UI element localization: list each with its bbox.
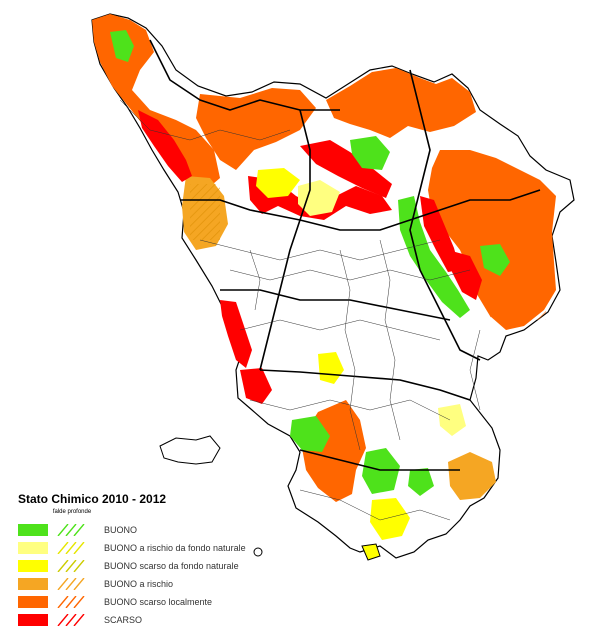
region-scarso-fondo-naturale-south [370,498,410,540]
region-buono-lunigiana [110,30,134,62]
legend-row-buono-a-rischio: BUONO a rischio [18,576,318,594]
region-buono-grosseto [290,416,330,452]
legend-hatch [57,578,85,590]
legend-swatch [18,596,48,608]
legend-row-scarso: SCARSO [18,612,318,630]
legend-label: BUONO a rischio [104,579,174,589]
region-buono-mugello [350,136,390,170]
legend-swatch [18,614,48,626]
legend-title: Stato Chimico 2010 - 2012 [18,492,167,506]
argentario [361,543,381,561]
giglio-island [253,547,263,557]
legend-label: BUONO scarso da fondo naturale [104,561,239,571]
legend-hatch [57,542,85,554]
region-scarso-prato [300,140,392,198]
municipal-boundaries [119,99,481,521]
legend-hatch [57,614,85,626]
region-buono-south [408,468,434,496]
legend-subheader: falde profonde [52,509,92,515]
region-scarso-piombino [240,368,272,404]
legend-row-buono-scarso-fondo: BUONO scarso da fondo naturale [18,558,318,576]
legend-label: BUONO scarso localmente [104,597,213,607]
legend-row-buono-scarso-localmente: BUONO scarso localmente [18,594,318,612]
legend-hatch [57,596,85,608]
region-scarso-coast-central [220,300,252,368]
region-rischio-fondo-naturale-south [438,404,466,436]
region-scarso-localmente-hatch-east [490,280,546,320]
region-buono-casentino [398,196,470,318]
region-rischio-fondo-naturale-center [298,180,340,216]
region-a-rischio-amiata [448,452,496,500]
region-scarso-coast-north [138,110,192,182]
legend-swatch [18,542,48,554]
region-buono-arezzo [480,244,510,276]
region-a-rischio-versilia-hatch [190,184,220,240]
legend-row-buono: BUONO [18,522,318,540]
legend-row-buono-rischio-fondo: BUONO a rischio da fondo naturale [18,540,318,558]
elba-island [159,435,221,465]
region-scarso-valdichiana [448,250,482,300]
legend-label: BUONO a rischio da fondo naturale [104,543,246,553]
legend-swatch [18,560,48,572]
basin-boundaries [149,39,541,471]
legend-swatch [18,524,48,536]
legend-swatch [18,578,48,590]
legend-label: BUONO [104,525,138,535]
region-scarso-fondo-naturale-cecina [318,352,344,384]
legend-label: SCARSO [104,615,143,625]
legend-hatch [57,560,85,572]
region-scarso-fondo-naturale-center [256,168,300,198]
region-scarso-localmente-mugello [326,68,476,138]
legend-hatch [57,524,85,536]
region-buono-amiata [362,448,400,494]
